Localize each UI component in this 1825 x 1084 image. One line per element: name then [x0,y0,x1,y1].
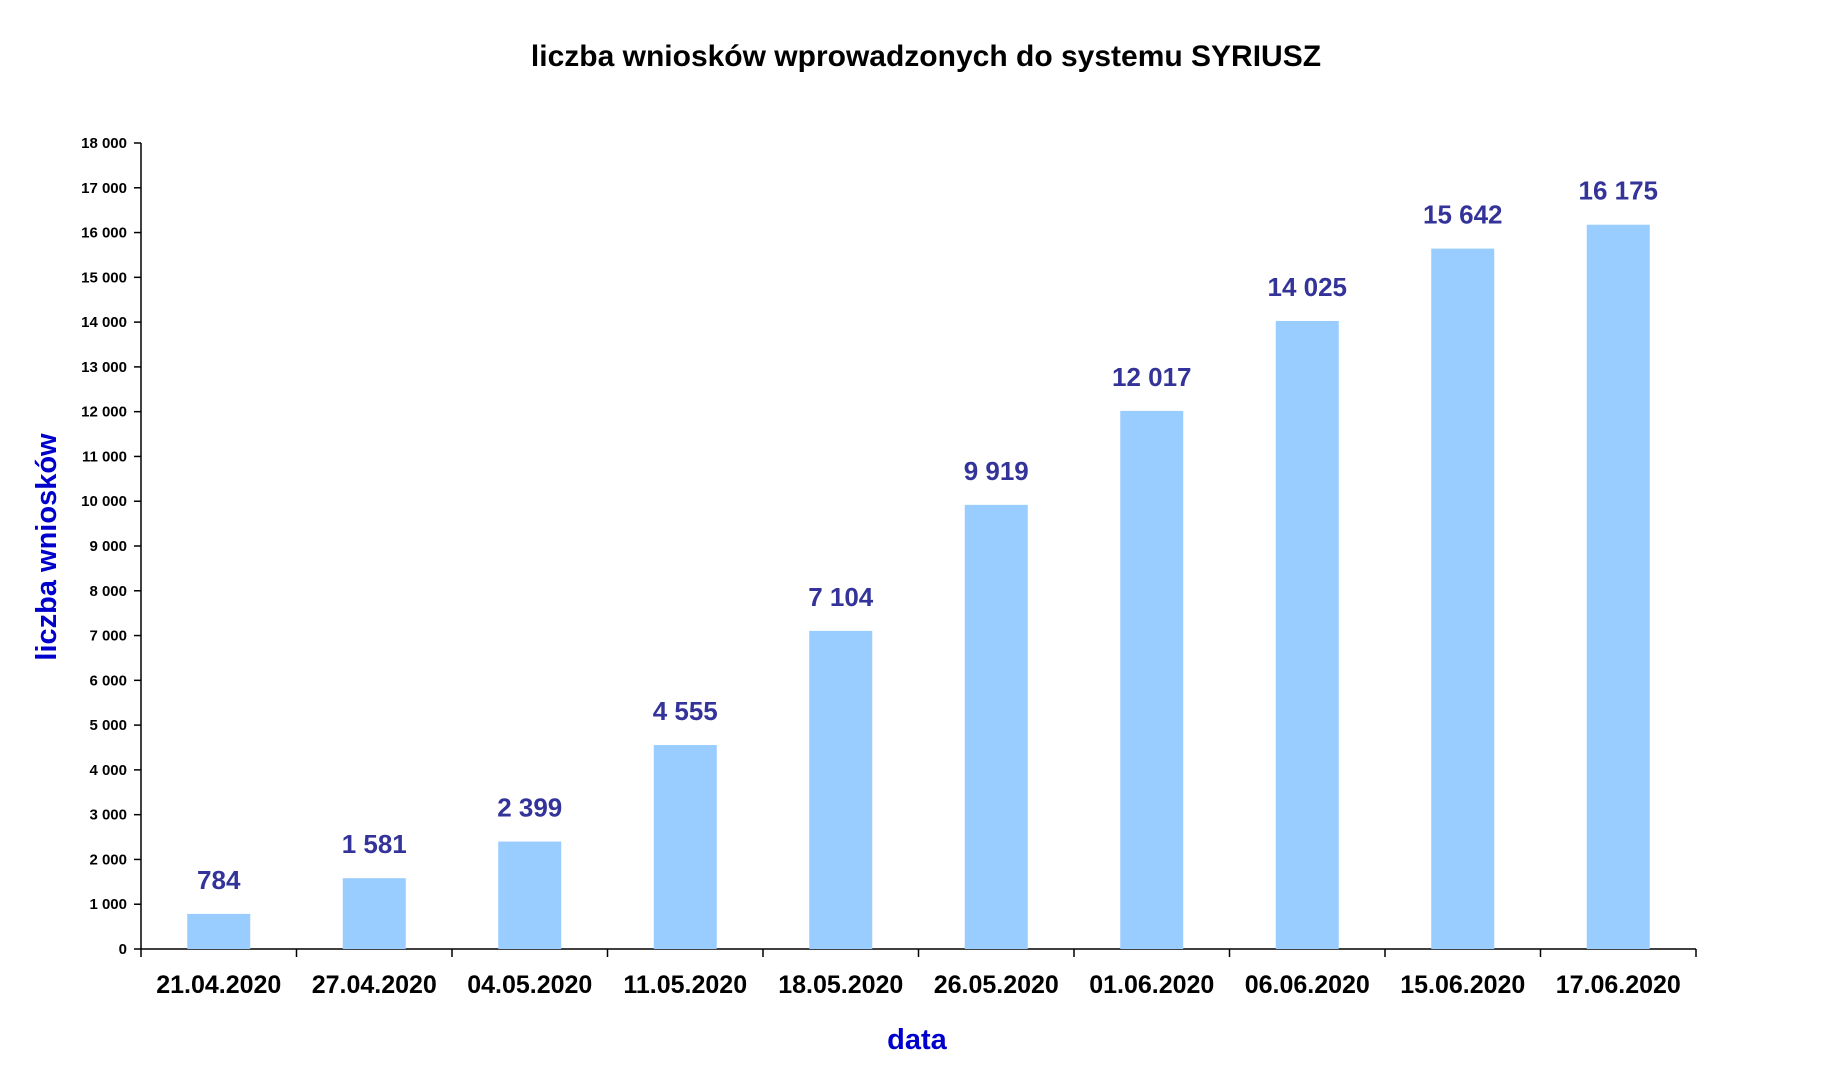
y-tick-label: 1 000 [89,896,127,913]
y-tick-label: 11 000 [82,448,127,465]
y-tick-label: 18 000 [81,135,127,152]
y-axis-title: liczba wniosków [31,433,63,661]
y-tick-label: 4 000 [89,762,127,779]
x-tick-label: 11.05.2020 [623,971,747,999]
bar [653,745,717,949]
y-tick-label: 6 000 [89,672,127,689]
data-label: 9 919 [964,456,1029,486]
y-tick-label: 7 000 [89,628,127,645]
x-tick-label: 01.06.2020 [1089,971,1214,999]
data-label: 7 104 [808,582,874,612]
y-tick-label: 16 000 [81,225,127,242]
x-tick-label: 17.06.2020 [1556,971,1681,999]
data-label: 2 399 [497,793,562,823]
y-tick-label: 2 000 [89,851,127,868]
y-tick-label: 15 000 [81,269,127,286]
y-tick-label: 14 000 [81,314,127,331]
bar [1120,410,1184,949]
x-tick-label: 27.04.2020 [312,971,437,999]
y-tick-label: 0 [119,941,127,958]
x-tick-label: 04.05.2020 [467,971,592,999]
data-label: 15 642 [1423,200,1503,230]
plot-area: 0 1 000 2 000 3 000 4 000 5 000 6 000 7 000 8 00… [81,135,1697,999]
bar [342,878,406,949]
bar [1431,248,1495,949]
y-tick-label: 10 000 [81,493,127,510]
x-tick-label: 21.04.2020 [156,971,281,999]
data-label: 4 555 [653,696,718,726]
x-tick-label: 18.05.2020 [778,971,903,999]
bar [1586,224,1650,949]
y-tick-label: 9 000 [89,538,127,555]
y-tick-label: 8 000 [89,583,127,600]
bar [964,504,1028,949]
data-label: 14 025 [1267,272,1347,302]
data-label: 12 017 [1112,362,1192,392]
y-tick-label: 17 000 [81,180,127,197]
y-tick-label: 5 000 [89,717,127,734]
y-tick-label: 3 000 [89,807,127,824]
x-tick-label: 26.05.2020 [934,971,1059,999]
data-label: 16 175 [1578,176,1658,206]
y-tick-label: 12 000 [81,404,127,421]
chart-title: liczba wniosków wprowadzonych do systemu… [531,40,1321,73]
bar [1275,320,1339,949]
x-axis-title: data [887,1024,948,1056]
data-label: 784 [197,865,241,895]
data-label: 1 581 [342,829,407,859]
bar [498,841,562,949]
bar [187,913,251,949]
y-tick-label: 13 000 [81,359,127,376]
x-tick-label: 06.06.2020 [1245,971,1370,999]
bar [809,630,873,949]
x-tick-label: 15.06.2020 [1400,971,1525,999]
